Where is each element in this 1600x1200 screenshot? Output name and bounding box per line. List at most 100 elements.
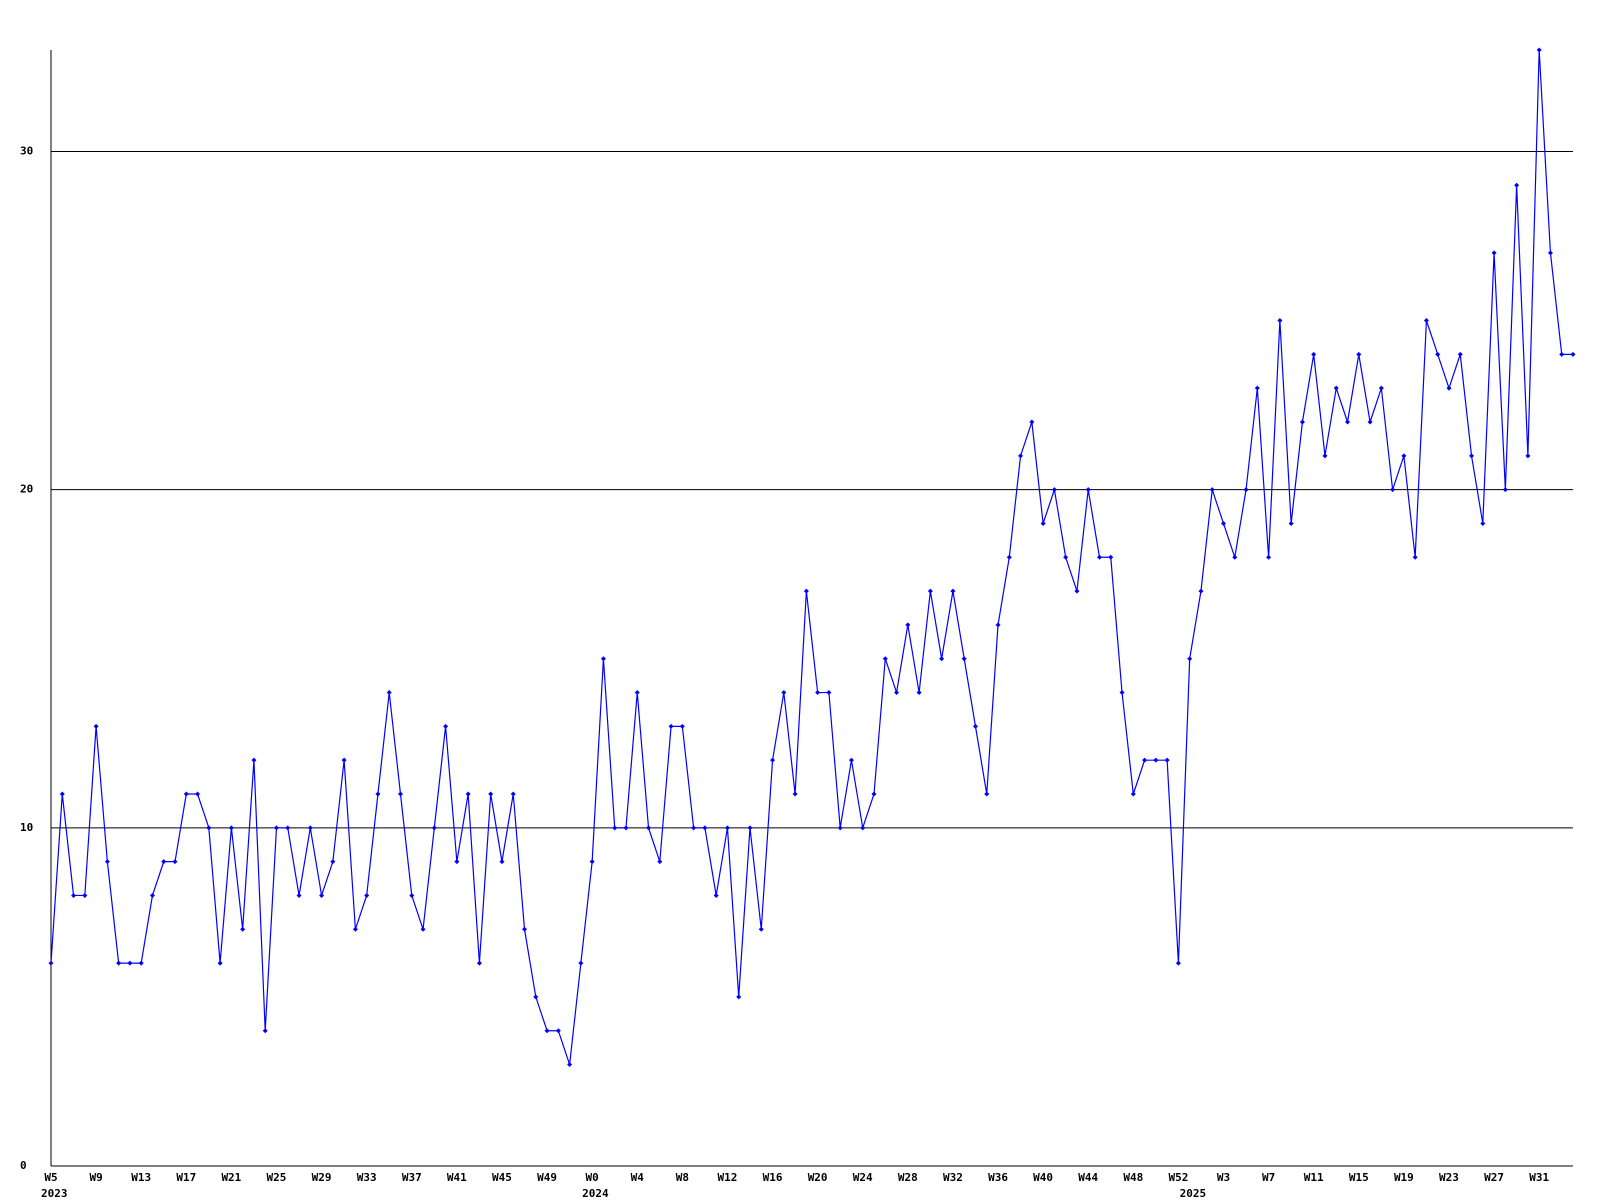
point [1085, 487, 1091, 493]
point [1018, 453, 1024, 459]
point [544, 1028, 550, 1034]
point [488, 791, 494, 797]
point [285, 825, 291, 831]
point [1345, 419, 1351, 425]
point [307, 825, 313, 831]
point [1525, 453, 1531, 459]
point [1457, 351, 1463, 357]
point [1266, 554, 1272, 560]
point [195, 791, 201, 797]
x-tick-label: W36 [988, 1171, 1008, 1184]
point [48, 960, 54, 966]
point [860, 825, 866, 831]
point [1536, 47, 1542, 53]
point [792, 791, 798, 797]
y-tick-label: 10 [20, 821, 33, 834]
point [826, 690, 832, 696]
x-tick-label: W8 [676, 1171, 689, 1184]
point [1063, 554, 1069, 560]
point [1547, 250, 1553, 256]
point [1254, 385, 1260, 391]
x-tick-label: W33 [357, 1171, 377, 1184]
x-tick-label: W27 [1484, 1171, 1504, 1184]
point [1559, 351, 1565, 357]
point [206, 825, 212, 831]
point [364, 892, 370, 898]
x-tick-label: W3 [1217, 1171, 1230, 1184]
point [240, 926, 246, 932]
point [296, 892, 302, 898]
point [454, 859, 460, 865]
point [803, 588, 809, 594]
point [882, 656, 888, 662]
point [93, 723, 99, 729]
x-tick-label: W20 [808, 1171, 828, 1184]
point [1491, 250, 1497, 256]
x-tick-label: W9 [89, 1171, 102, 1184]
point [758, 926, 764, 932]
x-tick-label: W45 [492, 1171, 512, 1184]
point [770, 757, 776, 763]
point [1074, 588, 1080, 594]
x-tick-label: W11 [1304, 1171, 1324, 1184]
point [1322, 453, 1328, 459]
point [1096, 554, 1102, 560]
point [1435, 351, 1441, 357]
point [1390, 487, 1396, 493]
x-tick-label: W44 [1078, 1171, 1098, 1184]
point [161, 859, 167, 865]
x-year-label: 2024 [582, 1187, 609, 1200]
x-tick-label: W40 [1033, 1171, 1053, 1184]
point [567, 1062, 573, 1068]
point [420, 926, 426, 932]
x-tick-label: W12 [718, 1171, 738, 1184]
point [1514, 182, 1520, 188]
point [1029, 419, 1035, 425]
point [1153, 757, 1159, 763]
point [555, 1028, 561, 1034]
point [522, 926, 528, 932]
x-year-label: 2023 [41, 1187, 68, 1200]
point [397, 791, 403, 797]
point [736, 994, 742, 1000]
point [149, 892, 155, 898]
x-tick-label: W29 [312, 1171, 332, 1184]
point [679, 723, 685, 729]
point [116, 960, 122, 966]
point [702, 825, 708, 831]
point [228, 825, 234, 831]
point [127, 960, 133, 966]
point [927, 588, 933, 594]
point [1277, 318, 1283, 324]
point [1051, 487, 1057, 493]
point [476, 960, 482, 966]
point [1423, 318, 1429, 324]
point [262, 1028, 268, 1034]
point [1412, 554, 1418, 560]
x-tick-label: W31 [1529, 1171, 1549, 1184]
point [1142, 757, 1148, 763]
point [724, 825, 730, 831]
point [691, 825, 697, 831]
x-tick-label: W37 [402, 1171, 422, 1184]
point [1006, 554, 1012, 560]
point [1288, 520, 1294, 526]
point [848, 757, 854, 763]
point [71, 892, 77, 898]
point [1040, 520, 1046, 526]
point [1108, 554, 1114, 560]
x-tick-label: W19 [1394, 1171, 1414, 1184]
x-tick-label: W21 [221, 1171, 241, 1184]
point [747, 825, 753, 831]
point [646, 825, 652, 831]
point [1311, 351, 1317, 357]
point [612, 825, 618, 831]
point [409, 892, 415, 898]
point [1187, 656, 1193, 662]
point [217, 960, 223, 966]
x-tick-label: W25 [267, 1171, 287, 1184]
point [1232, 554, 1238, 560]
point [781, 690, 787, 696]
point [871, 791, 877, 797]
point [499, 859, 505, 865]
